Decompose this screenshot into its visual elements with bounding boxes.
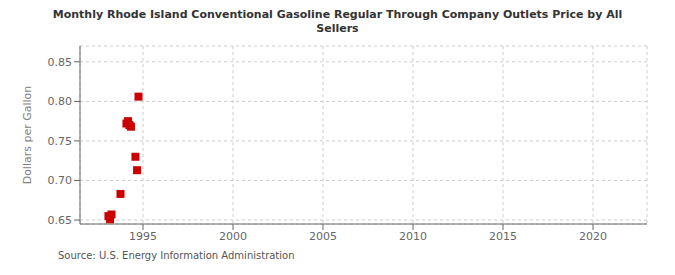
html-text:Source: U.S. Energy Informatio: Source: U.S. Energy Information Administ…	[58, 250, 295, 261]
svg-text:0.70: 0.70	[48, 174, 73, 187]
svg-text:0.65: 0.65	[48, 214, 73, 227]
html-text:Monthly Rhode Island Conventio: Monthly Rhode Island Conventional Gasoli…	[52, 8, 623, 35]
svg-text:2010: 2010	[399, 230, 427, 243]
svg-text:2015: 2015	[489, 230, 517, 243]
svg-text:2000: 2000	[219, 230, 247, 243]
svg-text:2020: 2020	[579, 230, 607, 243]
svg-text:1995: 1995	[129, 230, 157, 243]
svg-text:2005: 2005	[309, 230, 337, 243]
svg-text:Dollars per Gallon: Dollars per Gallon	[21, 86, 34, 185]
svg-text:0.75: 0.75	[48, 135, 73, 148]
svg-text:0.80: 0.80	[48, 95, 73, 108]
svg-text:0.85: 0.85	[48, 56, 73, 69]
